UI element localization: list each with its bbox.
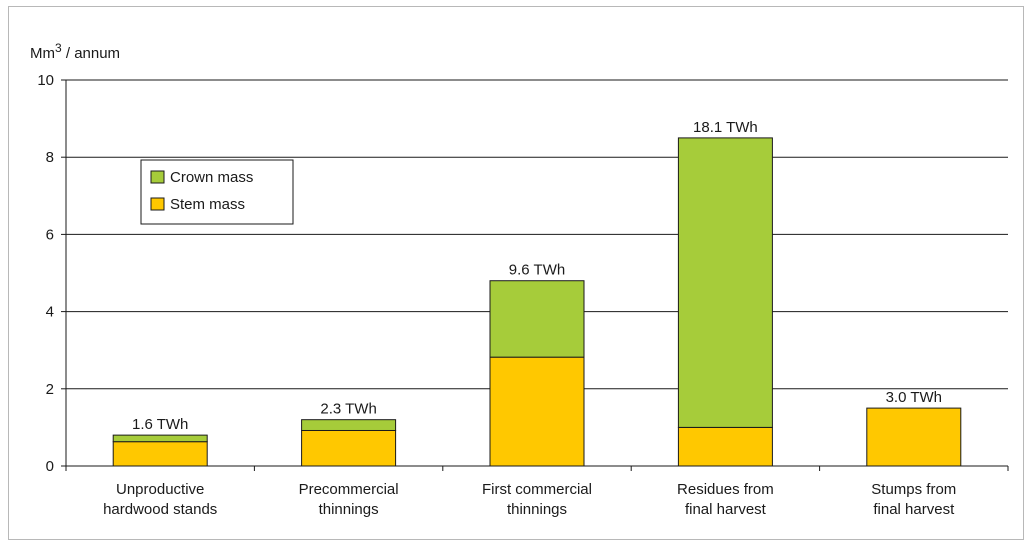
legend-label: Stem mass: [170, 196, 245, 213]
x-category-label: Stumps from: [871, 481, 956, 498]
labels: 1.6 TWh Unproductive hardwood stands 2.3 TW…: [103, 119, 956, 518]
x-category-label: thinnings: [319, 501, 379, 518]
x-category-label: final harvest: [873, 501, 955, 518]
y-tick-label: 4: [46, 304, 54, 321]
x-category-label: Unproductive: [116, 481, 204, 498]
grid-lines: [66, 79, 1008, 390]
x-category-label: hardwood stands: [103, 501, 217, 518]
bar-segment: [112, 434, 208, 443]
bar-value-label: 9.6 TWh: [509, 262, 565, 279]
bar-segment: [489, 280, 585, 358]
bar-segment: [112, 441, 208, 467]
y-tick-label: 6: [46, 226, 54, 243]
x-category-label: Residues from: [677, 481, 774, 498]
y-tick-label: 10: [37, 72, 54, 89]
x-category-label: final harvest: [685, 501, 767, 518]
y-axis-label: Mm3 / annum: [30, 41, 120, 62]
legend-box: [140, 159, 294, 225]
axes: 0 2 4 6 8 10: [37, 72, 1009, 475]
y-tick-label: 2: [46, 381, 54, 398]
legend-swatch: [150, 197, 165, 211]
bars: [112, 137, 962, 467]
bar-value-label: 2.3 TWh: [320, 401, 376, 418]
bar-segment: [489, 356, 585, 467]
y-tick-label: 8: [46, 149, 54, 166]
bar-segment: [301, 419, 397, 431]
bar-segment: [677, 426, 773, 467]
bar-segment: [677, 137, 773, 428]
chart-frame: [8, 6, 1024, 540]
x-category-label: thinnings: [507, 501, 567, 518]
x-category-label: Precommercial: [299, 481, 399, 498]
bar-value-label: 18.1 TWh: [693, 119, 758, 136]
bar-value-label: 1.6 TWh: [132, 416, 188, 433]
bar-segment: [866, 407, 962, 467]
bar-segment: [301, 429, 397, 467]
legend: Crown mass Stem mass: [140, 159, 294, 225]
x-category-label: First commercial: [482, 481, 592, 498]
legend-swatch: [150, 170, 165, 184]
legend-label: Crown mass: [170, 169, 253, 186]
y-tick-label: 0: [46, 458, 54, 475]
bar-value-label: 3.0 TWh: [886, 389, 942, 406]
